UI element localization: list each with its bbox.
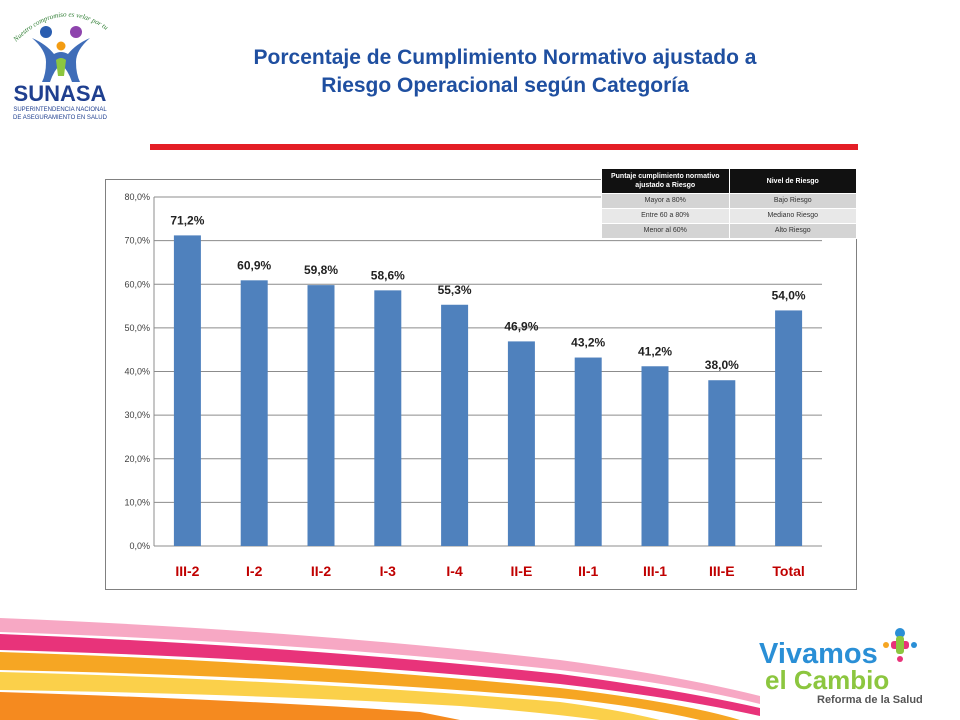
x-tick-label: III-2 (175, 563, 199, 579)
x-tick-label: III-1 (643, 563, 667, 579)
sunasa-logo: Nuestro compromiso es velar por tu Salud… (0, 0, 118, 128)
x-tick-label: I-3 (380, 563, 397, 579)
bar (374, 290, 402, 546)
title-divider (150, 144, 858, 150)
risk-table-cell: Mediano Riesgo (728, 208, 857, 224)
risk-table-cell: Entre 60 a 80% (601, 208, 730, 224)
x-tick-label: II-2 (311, 563, 331, 579)
risk-table-header-level: Nivel de Riesgo (728, 168, 857, 194)
risk-table-row: Entre 60 a 80% Mediano Riesgo (601, 208, 857, 224)
el-cambio-wordmark: el Cambio (765, 665, 889, 695)
data-label: 55,3% (438, 283, 472, 297)
title-line-2: Riesgo Operacional según Categoría (321, 74, 689, 97)
data-label: 38,0% (705, 358, 739, 372)
x-tick-label: II-1 (578, 563, 598, 579)
data-label: 60,9% (237, 258, 271, 272)
bar (641, 366, 669, 546)
data-label: 71,2% (170, 213, 204, 227)
x-tick-label: III-E (709, 563, 735, 579)
y-tick-label: 0,0% (129, 541, 150, 551)
data-label: 46,9% (504, 319, 538, 333)
y-tick-label: 80,0% (124, 192, 150, 202)
x-tick-label: I-2 (246, 563, 263, 579)
bar-chart: 0,0% 10,0% 20,0% 30,0% 40,0% 50,0% 60,0% 70,0% 8… (124, 192, 822, 579)
title-line-1: Porcentaje de Cumplimiento Normativo aju… (253, 46, 757, 69)
risk-table-header-score: Puntaje cumplimiento normativo ajustado … (601, 168, 730, 194)
page-title: Porcentaje de Cumplimiento Normativo aju… (150, 44, 860, 100)
sunasa-tagline: Nuestro compromiso es velar por tu Salud (2, 2, 110, 44)
data-label: 41,2% (638, 344, 672, 358)
data-label: 59,8% (304, 263, 338, 277)
risk-table-row: Menor al 60% Alto Riesgo (601, 223, 857, 239)
bar (307, 285, 335, 546)
y-tick-label: 40,0% (124, 367, 150, 377)
x-tick-label: Total (772, 563, 804, 579)
data-label: 58,6% (371, 268, 405, 282)
y-tick-label: 10,0% (124, 497, 150, 507)
risk-table-cell: Alto Riesgo (728, 223, 857, 239)
data-label: 43,2% (571, 336, 605, 350)
risk-table-cell: Mayor a 80% (601, 193, 730, 209)
cross-icon (883, 628, 917, 662)
bar (775, 310, 803, 546)
y-tick-label: 30,0% (124, 410, 150, 420)
sunasa-subtitle-1: SUPERINTENDENCIA NACIONAL (13, 107, 107, 113)
bar (708, 380, 736, 546)
data-label: 54,0% (772, 288, 806, 302)
bar (507, 341, 535, 546)
vivamos-wordmark: Vivamos (759, 638, 878, 670)
y-tick-label: 60,0% (124, 279, 150, 289)
chart-frame: 0,0% 10,0% 20,0% 30,0% 40,0% 50,0% 60,0% 70,0% 8… (105, 179, 857, 590)
bar (574, 357, 602, 546)
bar (441, 304, 469, 546)
sunasa-subtitle-2: DE ASEGURAMIENTO EN SALUD (13, 115, 108, 121)
sunasa-wordmark: SUNASA (14, 81, 107, 106)
risk-table-cell: Menor al 60% (601, 223, 730, 239)
reforma-tagline: Reforma de la Salud (817, 694, 923, 706)
y-tick-label: 70,0% (124, 236, 150, 246)
risk-table-row: Mayor a 80% Bajo Riesgo (601, 193, 857, 209)
bar (173, 235, 201, 546)
sunasa-logo-graphic: Nuestro compromiso es velar por tu Salud… (0, 0, 110, 121)
risk-level-table: Puntaje cumplimiento normativo ajustado … (601, 168, 857, 239)
y-tick-label: 50,0% (124, 323, 150, 333)
decorative-stripes (0, 618, 760, 720)
risk-table-cell: Bajo Riesgo (728, 193, 857, 209)
x-tick-label: II-E (511, 563, 533, 579)
x-tick-label: I-4 (446, 563, 463, 579)
vivamos-logo: Vivamos el Cambio Reforma de la Salud (759, 628, 923, 706)
y-tick-label: 20,0% (124, 454, 150, 464)
bar (240, 280, 268, 546)
